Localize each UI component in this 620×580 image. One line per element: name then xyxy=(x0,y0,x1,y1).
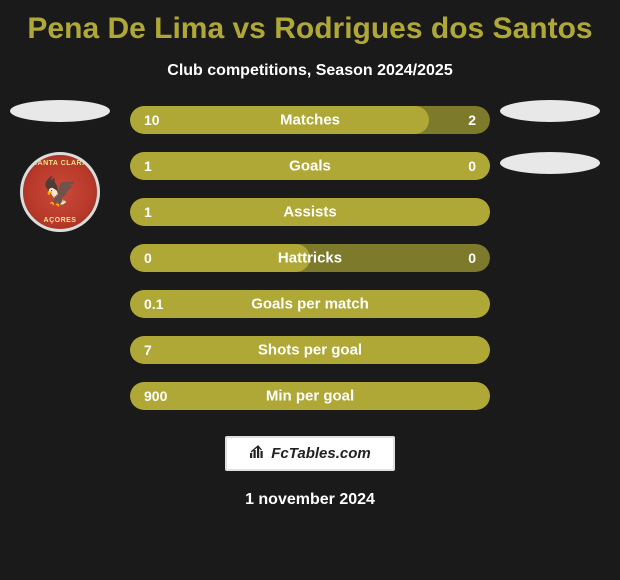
stat-bar: 900 Min per goal xyxy=(130,382,490,410)
eagle-icon: 🦅 xyxy=(43,178,78,206)
footer-brand-badge: FcTables.com xyxy=(225,436,394,471)
club-badge-bottom-text: AÇORES xyxy=(44,217,77,224)
chart-icon xyxy=(249,445,265,462)
bar-value-right: 0 xyxy=(468,158,476,174)
bar-value-left: 0.1 xyxy=(144,296,163,312)
bar-value-left: 1 xyxy=(144,204,152,220)
bar-value-left: 10 xyxy=(144,112,160,128)
stat-bars: 10 Matches 2 1 Goals 0 1 Assists 0 Hattricks 0 0.1 G… xyxy=(130,106,490,410)
footer-brand-text: FcTables.com xyxy=(271,445,370,462)
player-badge-placeholder xyxy=(500,100,600,122)
stat-bar: 7 Shots per goal xyxy=(130,336,490,364)
bar-value-left: 0 xyxy=(144,250,152,266)
stat-bar: 10 Matches 2 xyxy=(130,106,490,134)
bar-value-left: 7 xyxy=(144,342,152,358)
club-badge-placeholder xyxy=(500,152,600,174)
bar-label: Hattricks xyxy=(278,250,342,267)
bar-label: Assists xyxy=(283,204,336,221)
player-badge-placeholder xyxy=(10,100,110,122)
date-text: 1 november 2024 xyxy=(245,491,375,509)
stat-bar: 0.1 Goals per match xyxy=(130,290,490,318)
bar-value-right: 2 xyxy=(468,112,476,128)
club-badge-santa-clara: SANTA CLARA 🦅 AÇORES xyxy=(20,152,100,232)
right-player-badges xyxy=(500,100,600,174)
bar-label: Matches xyxy=(280,112,340,129)
bar-label: Min per goal xyxy=(266,388,354,405)
subtitle: Club competitions, Season 2024/2025 xyxy=(167,62,452,80)
bar-label: Goals xyxy=(289,158,331,175)
bar-label: Goals per match xyxy=(251,296,369,313)
bar-value-left: 1 xyxy=(144,158,152,174)
club-badge-top-text: SANTA CLARA xyxy=(32,160,87,167)
stat-bar: 1 Assists xyxy=(130,198,490,226)
bar-label: Shots per goal xyxy=(258,342,362,359)
bar-value-right: 0 xyxy=(468,250,476,266)
comparison-container: Pena De Lima vs Rodrigues dos Santos Clu… xyxy=(0,0,620,519)
page-title: Pena De Lima vs Rodrigues dos Santos xyxy=(27,12,592,46)
stat-bar: 0 Hattricks 0 xyxy=(130,244,490,272)
stat-bar: 1 Goals 0 xyxy=(130,152,490,180)
bar-value-left: 900 xyxy=(144,388,167,404)
chart-area: SANTA CLARA 🦅 AÇORES 10 Matches 2 1 Goals 0 1 A… xyxy=(0,106,620,410)
left-player-badges: SANTA CLARA 🦅 AÇORES xyxy=(10,100,110,232)
